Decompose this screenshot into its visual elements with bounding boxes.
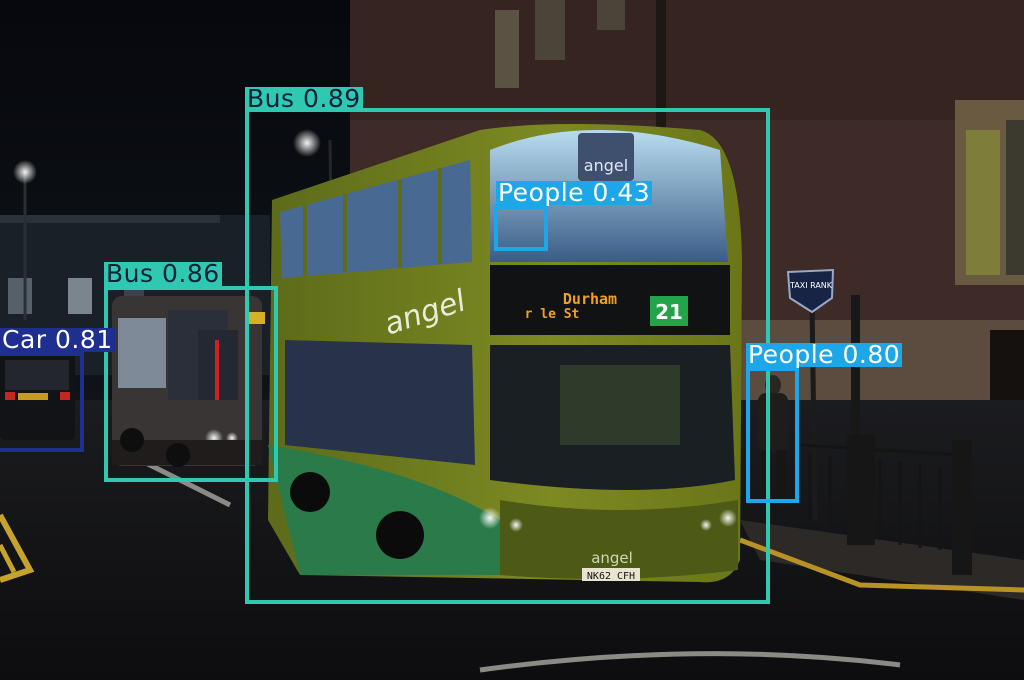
building-window: [535, 0, 565, 60]
detection-class: Car: [2, 325, 47, 354]
car-detection-box: [0, 352, 84, 452]
people-detection-label: People 0.43: [496, 178, 653, 207]
left-window: [68, 278, 92, 314]
detection-score: 0.86: [161, 259, 220, 288]
destination-display-sub: r le St: [525, 307, 580, 322]
taxi-sign-text: TAXI RANK: [789, 281, 833, 290]
road-marking: [0, 513, 35, 583]
taxi-sign: [786, 268, 835, 314]
road-marking: [739, 537, 1024, 593]
detection-class: Bus: [247, 84, 295, 113]
left-window: [8, 278, 32, 314]
people-detection-label: People 0.80: [746, 340, 903, 369]
arched-window: [1006, 120, 1024, 275]
left-building-cornice: [0, 215, 220, 223]
brick-building-upper: [350, 0, 1024, 120]
building-window: [597, 0, 625, 30]
bollard-post: [847, 435, 875, 545]
bus-detection-label: Bus 0.86: [104, 259, 222, 288]
drainpipe: [656, 0, 666, 130]
people-detection-box: [746, 367, 799, 503]
detection-score: 0.81: [55, 325, 113, 354]
bus-detection-label: Bus 0.89: [245, 84, 363, 113]
main-bus: angel Durham r le St 21 angel angel: [268, 124, 742, 583]
bus-front-logo: angel: [584, 156, 628, 175]
destination-display: Durham: [563, 290, 617, 308]
people-detection-box: [494, 205, 548, 251]
road-marking: [479, 651, 901, 673]
bollard-post: [952, 440, 972, 575]
bus-detection-box: [104, 286, 278, 482]
car: [0, 350, 75, 440]
detection-class: People: [498, 178, 585, 207]
detection-class: Bus: [106, 259, 154, 288]
street-light: [13, 160, 37, 184]
arched-window: [966, 130, 1000, 275]
road-marking: [0, 543, 17, 574]
building-window: [495, 10, 519, 88]
car-detection-label: Car 0.81: [0, 325, 115, 354]
bus-lower-logo: angel: [591, 549, 633, 567]
detection-class: People: [748, 340, 835, 369]
route-number: 21: [655, 300, 683, 324]
pavement: [740, 520, 1024, 600]
sign-pole: [809, 299, 818, 521]
detection-score: 0.43: [592, 178, 651, 207]
street-light: [293, 129, 321, 157]
detection-score: 0.80: [842, 340, 901, 369]
railings: [799, 443, 961, 550]
background-bus: [112, 296, 265, 467]
license-plate: NK62 CFH: [587, 571, 635, 582]
detection-score: 0.89: [302, 84, 361, 113]
